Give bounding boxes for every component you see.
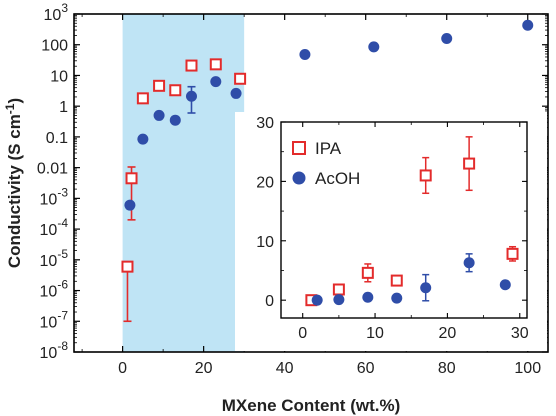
y-tick-label: 10-8 (40, 339, 69, 362)
inset-background (235, 112, 547, 351)
inset-y-axis-ticks: 0 10 20 30 (256, 115, 527, 310)
inset-acoh-point (499, 279, 511, 291)
inset-y-tick-label: 30 (256, 115, 274, 132)
ipa-point (153, 79, 166, 92)
inset-y-tick-label: 10 (256, 234, 274, 251)
inset-plot-frame (280, 121, 528, 319)
y-tick-label: 1 (59, 99, 68, 116)
y-tick-label: 10-7 (40, 308, 69, 331)
inset-acoh-point (420, 282, 432, 294)
main-plot-frame (73, 13, 549, 353)
acoh-point (230, 87, 242, 99)
acoh-point (210, 76, 222, 88)
legend: IPA AcOH (292, 139, 360, 188)
main-series-layer (121, 19, 534, 323)
ipa-point (169, 84, 182, 97)
x-axis-label: MXene Content (wt.%) (222, 396, 401, 415)
x-tick-label: 0 (118, 360, 127, 377)
ipa-point (209, 58, 222, 71)
inset-acoh-point (333, 294, 345, 306)
inset-acoh-point (463, 257, 475, 269)
acoh-point (368, 41, 380, 53)
acoh-point (522, 19, 534, 31)
inset-acoh-point (391, 292, 403, 304)
inset-acoh-point (362, 291, 374, 303)
y-tick-label: 10-6 (40, 278, 69, 301)
inset-y-tick-label: 20 (256, 174, 274, 191)
acoh-point (169, 114, 181, 126)
y-tick-label: 10-5 (40, 247, 69, 270)
y-axis-label: Conductivity (S cm-1) (3, 98, 24, 268)
inset-x-tick-label: 30 (511, 325, 529, 342)
acoh-point (185, 90, 197, 102)
legend-label-ipa: IPA (315, 139, 342, 158)
ipa-point (125, 172, 138, 185)
inset-y-tick-label: 0 (265, 293, 274, 310)
x-tick-label: 60 (357, 360, 375, 377)
x-tick-label: 40 (276, 360, 294, 377)
legend-marker-acoh (292, 171, 306, 185)
inset-acoh-point (311, 294, 323, 306)
inset-x-axis-ticks: 0 10 20 30 (298, 122, 529, 342)
x-axis-ticks: 0 20 40 60 80 100 (81, 14, 541, 377)
ipa-point (234, 72, 247, 85)
inset-x-tick-label: 10 (366, 325, 384, 342)
ipa-point (136, 92, 149, 105)
inset-ipa-point (506, 247, 519, 260)
x-tick-label: 100 (514, 360, 541, 377)
y-tick-label: 100 (41, 38, 68, 55)
inset-plot: 0 10 20 30 0 10 20 30 IPA AcOH (235, 112, 547, 351)
x-tick-label: 80 (438, 360, 456, 377)
shaded-region (122, 14, 245, 352)
ipa-point (121, 260, 134, 273)
inset-x-tick-label: 20 (439, 325, 457, 342)
inset-series-layer (305, 136, 519, 307)
acoh-point (153, 109, 165, 121)
inset-ipa-point (390, 274, 403, 287)
acoh-point (124, 199, 136, 211)
acoh-point (299, 49, 311, 61)
inset-ipa-point (463, 157, 476, 170)
legend-marker-ipa (292, 141, 306, 155)
x-tick-label: 20 (195, 360, 213, 377)
inset-ipa-point (419, 169, 432, 182)
y-tick-label: 10-4 (40, 216, 69, 239)
y-tick-label: 0.01 (37, 161, 68, 178)
legend-label-acoh: AcOH (315, 169, 360, 188)
y-tick-label: 10 (50, 68, 68, 85)
main-plot: 10-810-710-610-510-410-30.010.1110100103… (3, 1, 549, 415)
acoh-point (441, 32, 453, 44)
y-tick-label: 10-3 (40, 185, 69, 208)
y-tick-label: 103 (44, 1, 69, 24)
acoh-point (137, 133, 149, 145)
inset-ipa-point (361, 266, 374, 279)
ipa-point (185, 59, 198, 72)
y-tick-label: 0.1 (46, 130, 68, 147)
inset-x-tick-label: 0 (298, 325, 307, 342)
inset-ipa-point (332, 283, 345, 296)
